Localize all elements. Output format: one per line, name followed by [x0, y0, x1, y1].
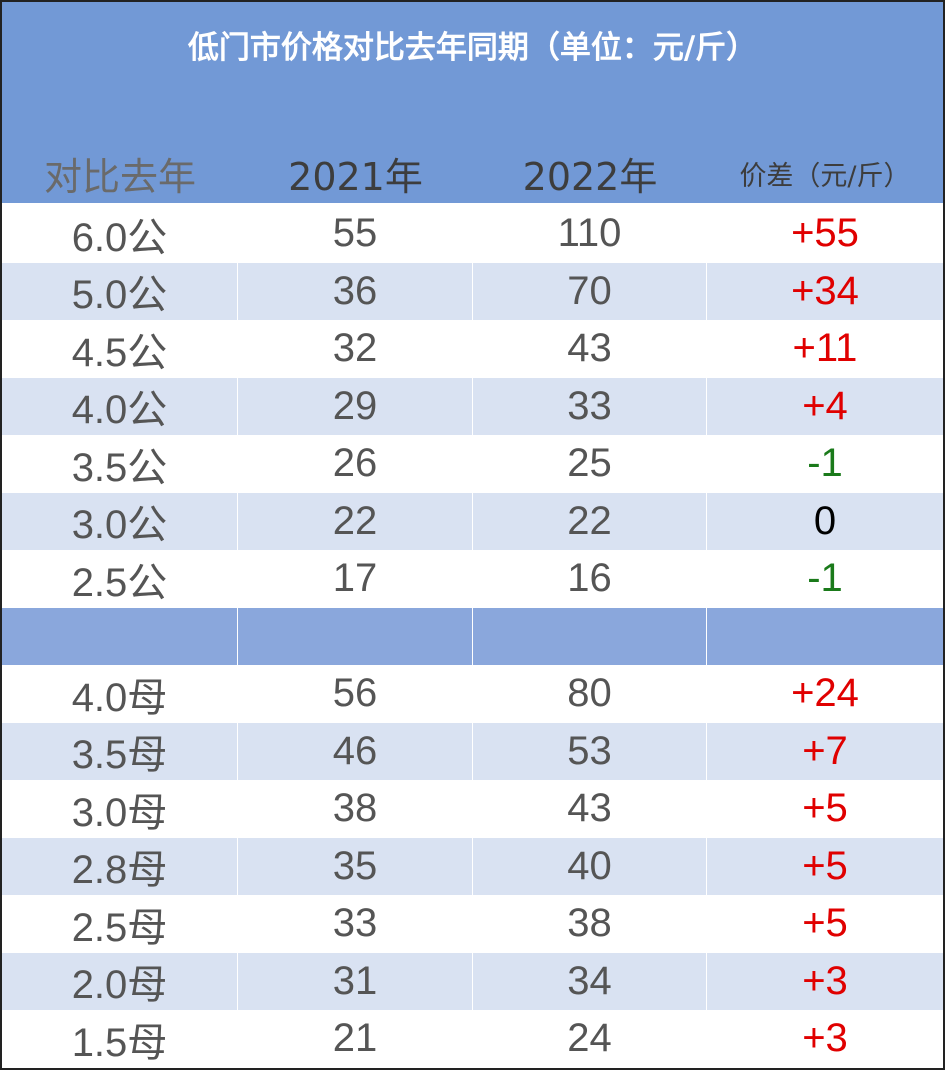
price-2022-cell: 43: [473, 780, 707, 838]
price-2022-cell: 33: [473, 377, 707, 435]
price-2021-cell: 36: [238, 262, 473, 320]
separator-cell: [473, 607, 707, 665]
table-row: 4.5公 32 43 +11: [2, 320, 943, 378]
table-row: 4.0母 56 80 +24: [2, 665, 943, 723]
price-2021-cell: 31: [238, 952, 473, 1010]
price-diff-cell: +11: [792, 326, 858, 371]
grade-cell: 3.5公: [2, 435, 238, 493]
grade-cell: 2.5公: [2, 550, 238, 608]
table-row: 3.0公 22 22 0: [2, 492, 943, 550]
price-2022-cell: 34: [473, 952, 707, 1010]
price-diff-cell: +5: [802, 843, 848, 888]
price-2022-cell: 38: [473, 895, 707, 953]
price-2021-cell: 32: [238, 320, 473, 378]
price-2021-cell: 55: [238, 205, 473, 263]
table-row: 3.5母 46 53 +7: [2, 722, 943, 780]
grade-cell: 3.5母: [2, 722, 238, 780]
column-header-2021: 2021年: [288, 155, 423, 199]
price-2021-cell: 56: [238, 665, 473, 723]
price-2022-cell: 24: [473, 1010, 707, 1068]
column-header-price-diff: 价差（元/斤）: [739, 161, 911, 192]
grade-cell: 2.0母: [2, 952, 238, 1010]
price-2021-cell: 38: [238, 780, 473, 838]
section-separator-row: [2, 607, 943, 666]
grade-cell: 1.5母: [2, 1010, 238, 1068]
table-row: 2.5母 33 38 +5: [2, 895, 943, 953]
price-diff-cell: +7: [802, 728, 848, 773]
price-2021-cell: 33: [238, 895, 473, 953]
price-diff-cell: +5: [802, 901, 848, 946]
price-2022-cell: 53: [473, 722, 707, 780]
price-2021-cell: 26: [238, 435, 473, 493]
separator-cell: [707, 608, 943, 666]
price-2022-cell: 110: [473, 205, 707, 263]
price-2022-cell: 22: [473, 492, 707, 550]
price-2021-cell: 21: [238, 1010, 473, 1068]
price-2021-cell: 46: [238, 722, 473, 780]
table-body: 6.0公 55 110 +55 5.0公 36 70 +34 4.5公 32 43 +11 4.0公 29…: [2, 205, 943, 1068]
table-row: 4.0公 29 33 +4: [2, 377, 943, 435]
column-header-compare: 对比去年: [43, 155, 196, 199]
price-diff-cell: +3: [802, 1016, 848, 1061]
price-2022-cell: 80: [473, 665, 707, 723]
price-2021-cell: 29: [238, 377, 473, 435]
grade-cell: 4.5公: [2, 320, 238, 378]
price-2021-cell: 17: [238, 550, 473, 608]
price-diff-cell: -1: [807, 441, 843, 486]
grade-cell: 4.0公: [2, 377, 238, 435]
column-header-2022: 2022年: [522, 155, 658, 199]
price-2021-cell: 35: [238, 837, 473, 895]
table-header: 低门市价格对比去年同期（单位：元/斤） 对比去年 2021年 2022年 价差（…: [2, 2, 943, 203]
table-row: 2.5公 17 16 -1: [2, 550, 943, 608]
table-row: 3.0母 38 43 +5: [2, 780, 943, 838]
price-diff-cell: +24: [791, 671, 859, 716]
price-2022-cell: 70: [473, 262, 707, 320]
price-diff-cell: +55: [791, 211, 859, 256]
table-title: 低门市价格对比去年同期（单位：元/斤）: [187, 30, 758, 66]
table-row: 3.5公 26 25 -1: [2, 435, 943, 493]
price-diff-cell: +5: [802, 786, 848, 831]
table-row: 5.0公 36 70 +34: [2, 262, 943, 320]
separator-cell: [2, 607, 238, 665]
table-row: 2.8母 35 40 +5: [2, 837, 943, 895]
grade-cell: 3.0母: [2, 780, 238, 838]
grade-cell: 5.0公: [2, 262, 238, 320]
separator-cell: [238, 607, 473, 665]
price-2022-cell: 43: [473, 320, 707, 378]
grade-cell: 2.5母: [2, 895, 238, 953]
price-diff-cell: -1: [807, 556, 843, 601]
price-diff-cell: +3: [802, 958, 848, 1003]
table-row: 2.0母 31 34 +3: [2, 952, 943, 1010]
price-diff-cell: 0: [813, 498, 837, 543]
price-diff-cell: +4: [802, 383, 848, 428]
grade-cell: 6.0公: [2, 205, 238, 263]
price-2022-cell: 40: [473, 837, 707, 895]
price-2022-cell: 16: [473, 550, 707, 608]
grade-cell: 4.0母: [2, 665, 238, 723]
table-row: 1.5母 21 24 +3: [2, 1010, 943, 1068]
table-row: 6.0公 55 110 +55: [2, 205, 943, 263]
price-diff-cell: +34: [791, 268, 859, 313]
price-2022-cell: 25: [473, 435, 707, 493]
grade-cell: 3.0公: [2, 492, 238, 550]
price-2021-cell: 22: [238, 492, 473, 550]
grade-cell: 2.8母: [2, 837, 238, 895]
